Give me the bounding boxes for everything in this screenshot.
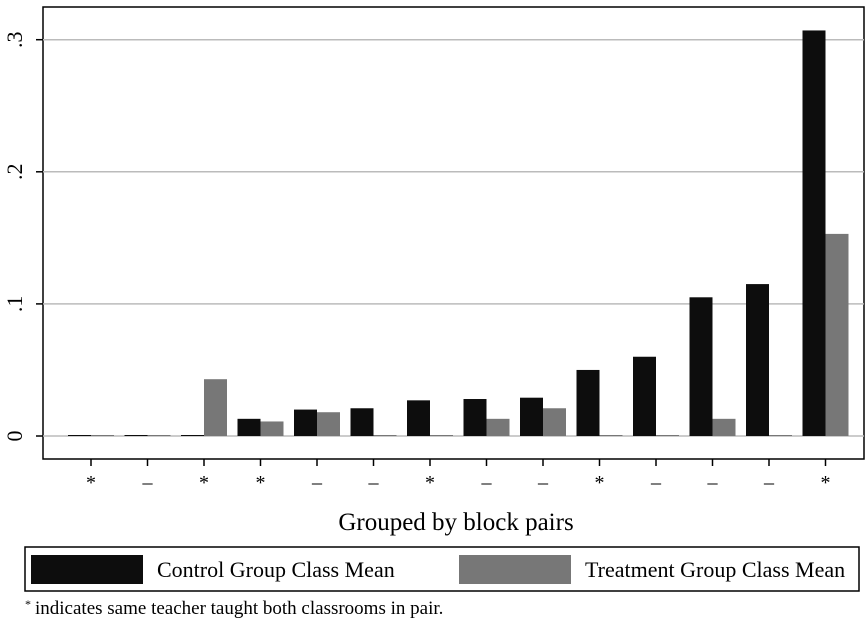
bar-control-2	[124, 435, 148, 436]
legend-swatch-treatment	[459, 555, 571, 584]
x-tick-label-6: _	[368, 465, 380, 487]
y-tick-label-0: 0	[2, 431, 27, 442]
plot-frame	[42, 6, 865, 460]
x-tick-label-8: _	[481, 465, 493, 487]
footnote: * indicates same teacher taught both clas…	[25, 597, 443, 619]
footnote-text: indicates same teacher taught both class…	[35, 598, 443, 619]
x-tick-label-3: *	[199, 472, 209, 494]
legend-box	[24, 546, 860, 592]
x-axis-title: Grouped by block pairs	[338, 509, 573, 536]
legend: Control Group Class Mean Treatment Group…	[24, 546, 860, 592]
x-tick-label-13: _	[763, 465, 775, 487]
x-tick-label-2: _	[142, 465, 154, 487]
bar-treatment-9	[543, 408, 566, 436]
bar-treatment-10	[599, 435, 623, 436]
x-tick-label-9: _	[537, 465, 549, 487]
bar-treatment-14	[825, 233, 849, 436]
x-tick-label-12: _	[707, 465, 719, 487]
bar-control-6	[350, 408, 374, 436]
y-tick-label-1: .1	[2, 296, 27, 313]
bar-control-14	[802, 30, 826, 436]
bar-treatment-7	[430, 435, 453, 436]
bar-treatment-11	[656, 435, 679, 436]
bar-control-12	[689, 297, 713, 436]
bar-treatment-1	[91, 435, 114, 436]
bar-control-4	[237, 418, 261, 436]
bar-treatment-3	[204, 379, 227, 436]
bar-control-7	[407, 400, 430, 436]
bar-control-3	[181, 435, 204, 436]
bar-control-5	[294, 409, 317, 436]
bar-treatment-6	[373, 435, 397, 436]
y-tick-label-2: .2	[2, 164, 27, 181]
bars	[68, 30, 849, 436]
bar-control-10	[576, 369, 600, 436]
bar-control-9	[520, 397, 543, 436]
y-axis-ticks: 0 .1 .2 .3	[2, 31, 43, 442]
legend-label-treatment: Treatment Group Class Mean	[585, 557, 845, 582]
bar-control-11	[633, 356, 656, 436]
bar-treatment-5	[317, 412, 340, 436]
x-tick-label-10: *	[595, 472, 605, 494]
x-tick-label-7: *	[425, 472, 435, 494]
bar-treatment-4	[260, 421, 284, 436]
bar-treatment-13	[769, 435, 792, 436]
x-tick-label-4: *	[256, 472, 266, 494]
bar-treatment-2	[147, 435, 171, 436]
legend-label-control: Control Group Class Mean	[157, 557, 395, 582]
bar-treatment-12	[712, 418, 736, 436]
legend-swatch-control	[31, 555, 143, 584]
x-tick-label-1: *	[86, 472, 96, 494]
bar-treatment-8	[486, 418, 510, 436]
bar-control-13	[746, 284, 769, 436]
y-tick-label-3: .3	[2, 31, 27, 48]
grid-lines	[43, 38, 864, 437]
footnote-marker: *	[25, 597, 31, 611]
x-axis-ticks: * _ * * _ _ * _ _ * _ _ _ *	[86, 459, 831, 494]
x-tick-label-5: _	[311, 465, 323, 487]
bar-control-8	[463, 399, 487, 436]
x-tick-label-11: _	[650, 465, 662, 487]
x-tick-label-14: *	[821, 472, 831, 494]
bar-control-1	[68, 435, 91, 436]
